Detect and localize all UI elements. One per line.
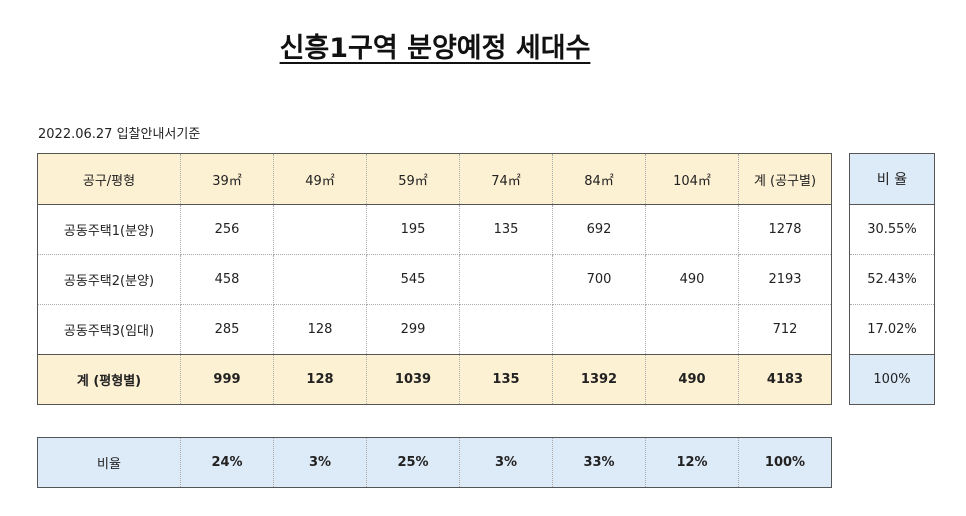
- reference-date-note: 2022.06.27 입찰안내서기준: [38, 127, 201, 142]
- header-74: 74㎡: [459, 153, 553, 205]
- table-row: 공동주택3(임대) 285 128 299 712: [37, 304, 832, 355]
- cell: 128: [273, 304, 367, 355]
- share-cell: 3%: [273, 437, 367, 488]
- ratio-cell: 17.02%: [849, 304, 935, 355]
- cell: [273, 204, 367, 255]
- share-cell: 25%: [366, 437, 460, 488]
- ratio-cell: 52.43%: [849, 254, 935, 305]
- header-district-type: 공구/평형: [37, 153, 181, 205]
- cell: [459, 304, 553, 355]
- cell: 545: [366, 254, 460, 305]
- share-cell: 24%: [180, 437, 274, 488]
- share-label: 비율: [37, 437, 181, 488]
- share-cell: 3%: [459, 437, 553, 488]
- share-row: 비율 24% 3% 25% 3% 33% 12% 100%: [37, 437, 832, 488]
- row-label: 공동주택3(임대): [37, 304, 181, 355]
- header-district-total: 계 (공구별): [738, 153, 832, 205]
- cell: [273, 254, 367, 305]
- row-label: 공동주택2(분양): [37, 254, 181, 305]
- cell: 299: [366, 304, 460, 355]
- page-title: 신흥1구역 분양예정 세대수: [279, 33, 591, 64]
- share-cell: 12%: [645, 437, 739, 488]
- district-ratio-table: 비 율 30.55% 52.43% 17.02% 100%: [849, 153, 935, 405]
- cell: 700: [552, 254, 646, 305]
- table-row: 공동주택2(분양) 458 545 700 490 2193: [37, 254, 832, 305]
- cell: 1278: [738, 204, 832, 255]
- total-cell: 135: [459, 354, 553, 405]
- share-total-cell: 100%: [738, 437, 832, 488]
- share-cell: 33%: [552, 437, 646, 488]
- grand-total-cell: 4183: [738, 354, 832, 405]
- cell: [459, 254, 553, 305]
- total-cell: 128: [273, 354, 367, 405]
- total-cell: 490: [645, 354, 739, 405]
- cell: 2193: [738, 254, 832, 305]
- unit-count-table: 공구/평형 39㎡ 49㎡ 59㎡ 74㎡ 84㎡ 104㎡ 계 (공구별) 공…: [37, 153, 832, 405]
- total-label: 계 (평형별): [37, 354, 181, 405]
- cell: [645, 204, 739, 255]
- cell: 195: [366, 204, 460, 255]
- total-cell: 999: [180, 354, 274, 405]
- row-label: 공동주택1(분양): [37, 204, 181, 255]
- cell: 285: [180, 304, 274, 355]
- ratio-total-cell: 100%: [849, 354, 935, 405]
- cell: [645, 304, 739, 355]
- ratio-cell: 30.55%: [849, 204, 935, 255]
- header-59: 59㎡: [366, 153, 460, 205]
- table-row: 공동주택1(분양) 256 195 135 692 1278: [37, 204, 832, 255]
- total-row: 계 (평형별) 999 128 1039 135 1392 490 4183: [37, 354, 832, 405]
- cell: 490: [645, 254, 739, 305]
- total-cell: 1392: [552, 354, 646, 405]
- cell: 712: [738, 304, 832, 355]
- header-39: 39㎡: [180, 153, 274, 205]
- size-share-table: 비율 24% 3% 25% 3% 33% 12% 100%: [37, 437, 832, 488]
- header-104: 104㎡: [645, 153, 739, 205]
- cell: 135: [459, 204, 553, 255]
- table-header-row: 공구/평형 39㎡ 49㎡ 59㎡ 74㎡ 84㎡ 104㎡ 계 (공구별): [37, 153, 832, 205]
- total-cell: 1039: [366, 354, 460, 405]
- cell: 256: [180, 204, 274, 255]
- cell: 458: [180, 254, 274, 305]
- header-84: 84㎡: [552, 153, 646, 205]
- ratio-header: 비 율: [849, 153, 935, 205]
- cell: 692: [552, 204, 646, 255]
- header-49: 49㎡: [273, 153, 367, 205]
- cell: [552, 304, 646, 355]
